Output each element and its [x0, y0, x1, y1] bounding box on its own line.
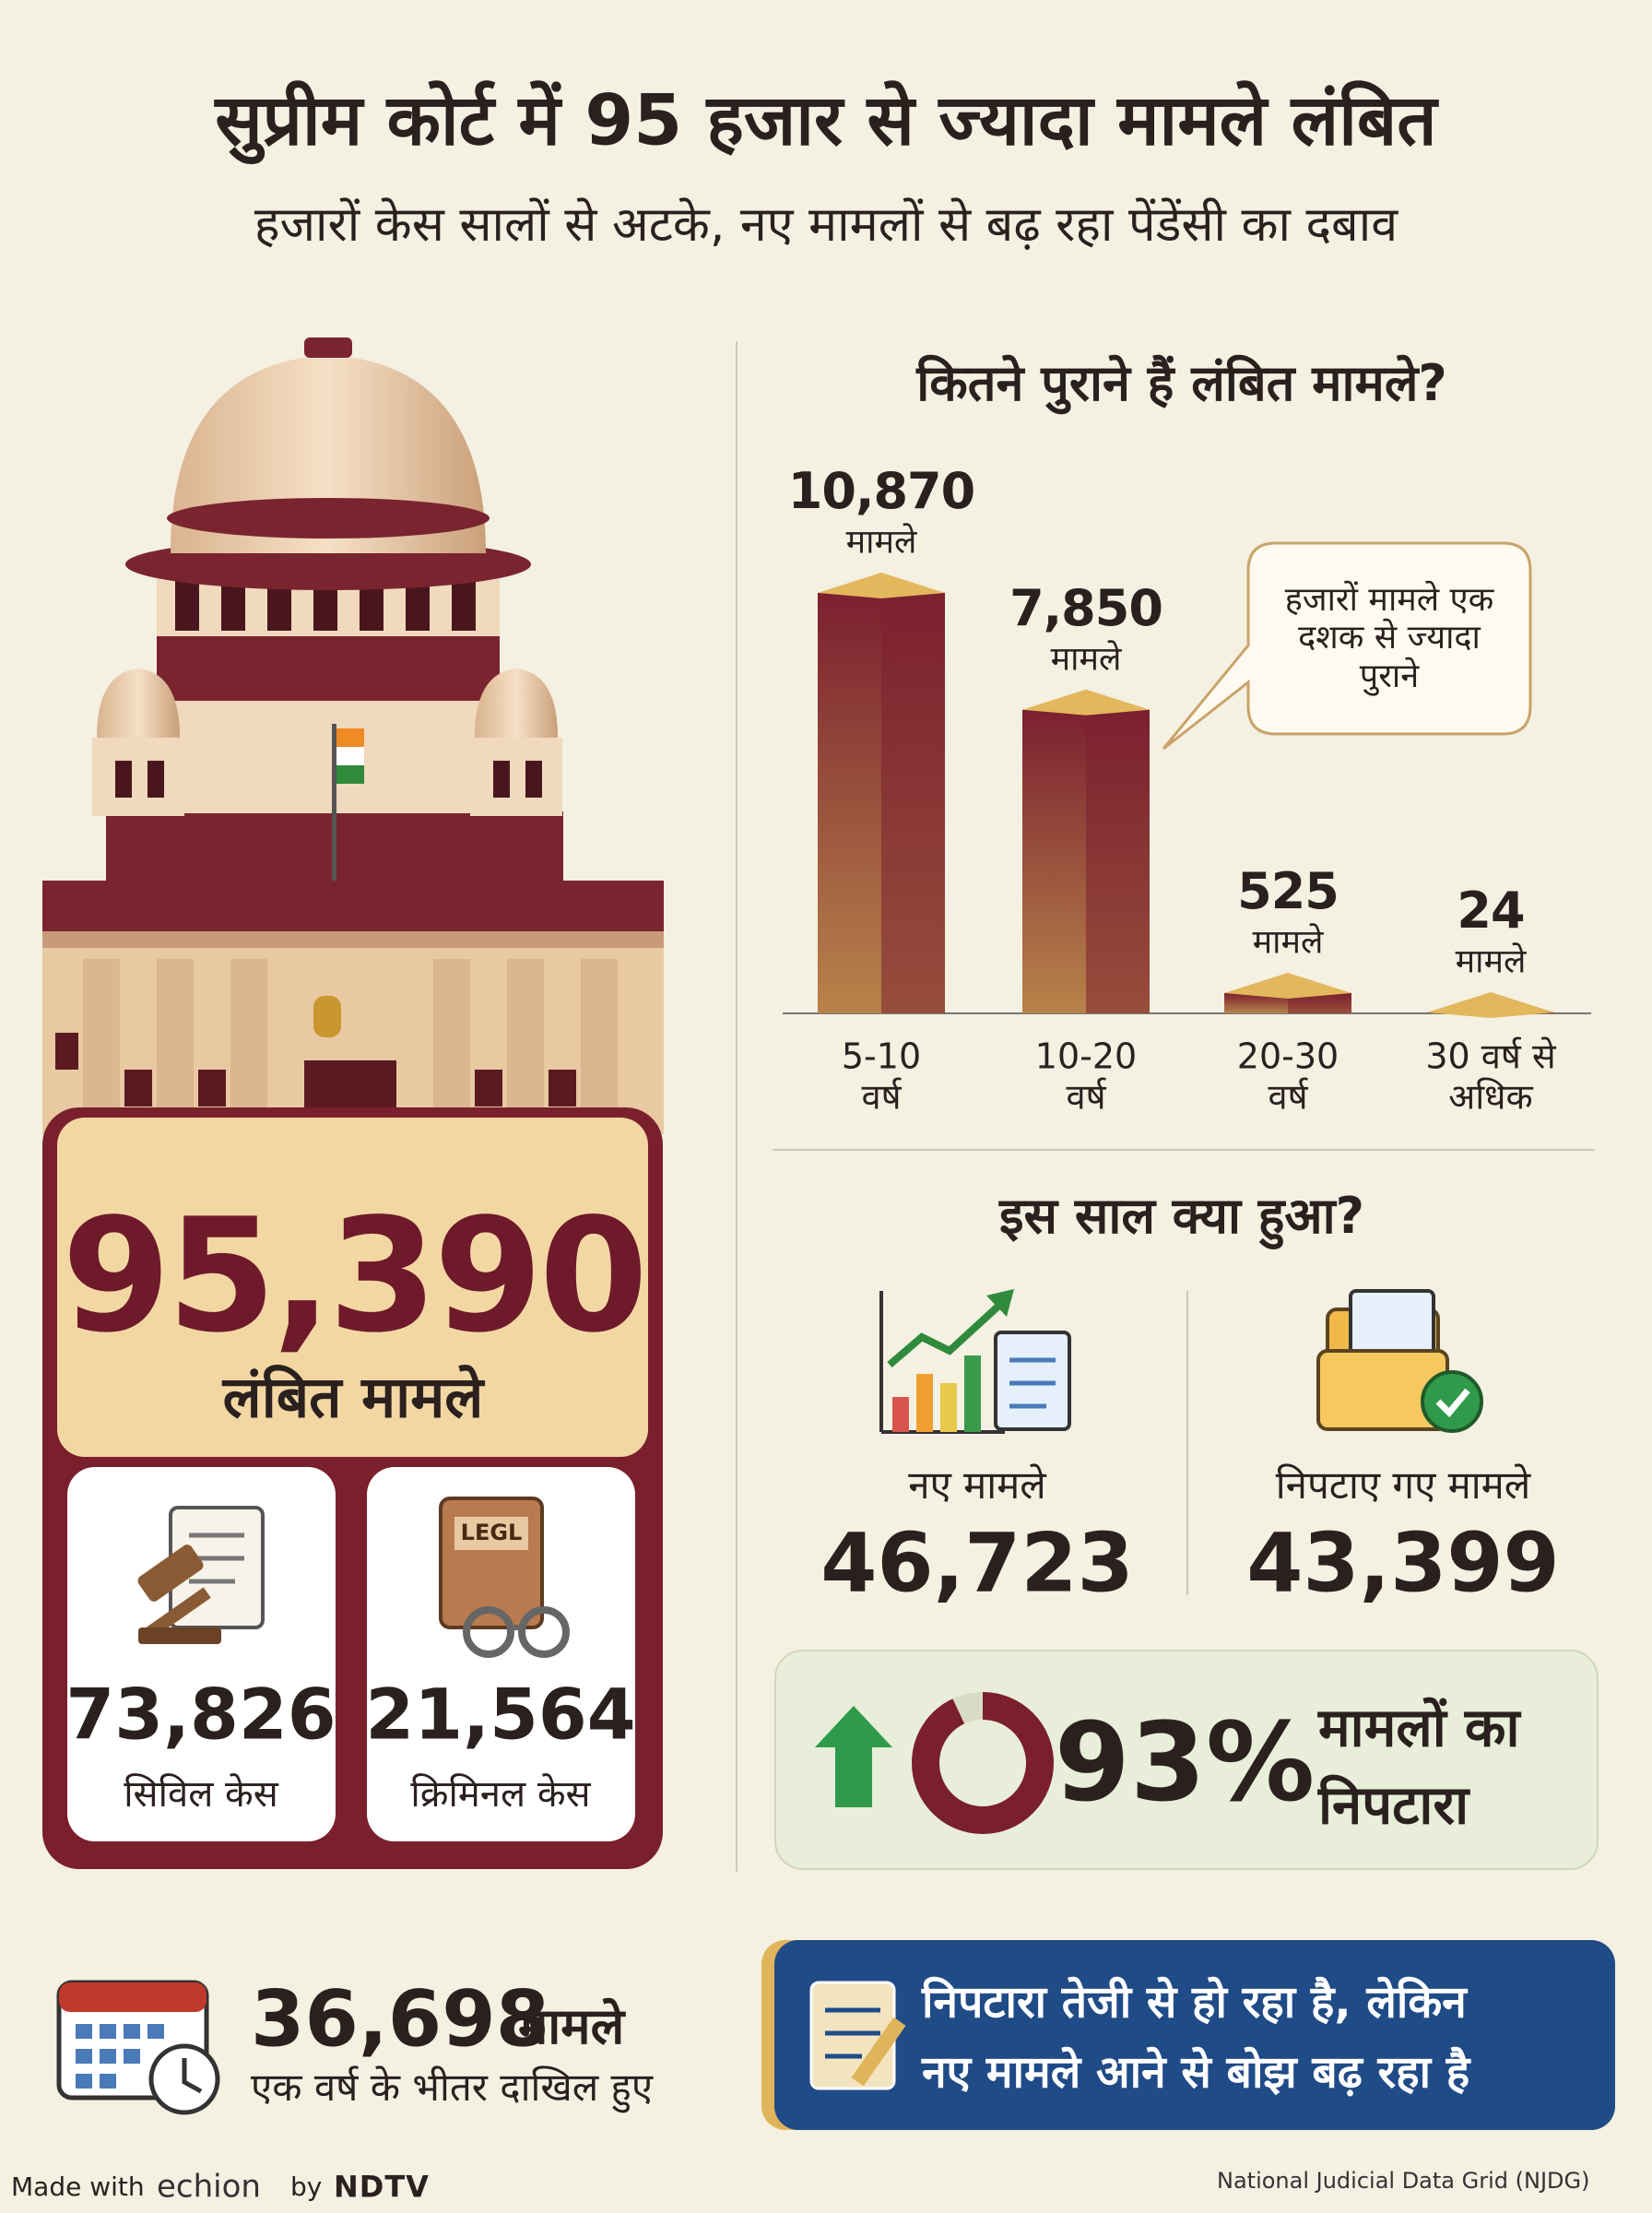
value-unit: मामले — [845, 523, 917, 562]
footer-partner: NDTV — [334, 2169, 430, 2205]
bar-top — [1427, 991, 1554, 1018]
filed-label: एक वर्ष के भीतर दाखिल हुए — [251, 2064, 654, 2110]
court-building — [42, 337, 664, 1134]
disposal-rate: 93% — [1054, 1698, 1316, 1827]
bar-shade — [1086, 709, 1150, 1013]
growth-icon — [879, 1289, 1071, 1434]
filed-unit: मामले — [518, 1996, 625, 2055]
title: सुप्रीम कोर्ट में 95 हजार से ज्यादा मामल… — [215, 78, 1437, 161]
footer-made-with: Made with — [11, 2171, 145, 2202]
civil-card — [67, 1467, 336, 1841]
bar-shade — [881, 593, 945, 1013]
folder-icon — [1316, 1289, 1483, 1433]
criminal-label: क्रिमिनल केस — [410, 1773, 591, 1816]
hero-panel — [57, 1118, 648, 1457]
value-label: 7,850 — [1009, 578, 1163, 637]
value-label: 24 — [1457, 881, 1525, 940]
x-tick-label: 20-30 वर्ष — [1236, 1035, 1339, 1117]
bar-top — [1022, 689, 1150, 716]
value-label: 10,870 — [787, 461, 975, 520]
civil-value: 73,826 — [65, 1673, 336, 1756]
calendar-icon — [56, 1980, 220, 2115]
disposal-text: मामलों का — [1318, 1696, 1520, 1759]
chart-title: कितने पुराने हैं लंबित मामले? — [916, 353, 1447, 412]
value-unit: मामले — [1050, 639, 1122, 678]
criminal-icon — [439, 1497, 570, 1658]
note-icon — [809, 1981, 906, 2090]
bar-shade — [1288, 992, 1351, 1013]
footer-by: by — [290, 2171, 323, 2202]
speech-bubble — [1162, 541, 1532, 751]
footer-brand: echion — [157, 2168, 261, 2206]
new-value: 46,723 — [820, 1515, 1134, 1611]
donut-arc — [912, 1692, 1054, 1834]
note-line: नए मामले आने से बोझ बढ़ रहा है — [922, 2046, 1470, 2099]
up-arrow — [815, 1706, 892, 1807]
note-line: निपटारा तेजी से हो रहा है, लेकिन — [922, 1976, 1467, 2029]
subtitle: हजारों केस सालों से अटके, नए मामलों से ब… — [254, 197, 1398, 254]
disposal-text: निपटारा — [1318, 1773, 1469, 1837]
filed-value: 36,698 — [251, 1973, 550, 2065]
disposed-label: निपटाए गए मामले — [1275, 1462, 1531, 1508]
criminal-value: 21,564 — [365, 1673, 636, 1756]
bar-top — [1224, 972, 1351, 999]
total-label: लंबित मामले — [222, 1363, 484, 1431]
x-tick-label: 30 वर्ष से अधिक — [1425, 1035, 1556, 1117]
bar-top — [818, 573, 945, 598]
disposed-value: 43,399 — [1246, 1515, 1560, 1611]
value-unit: मामले — [1455, 942, 1527, 981]
footer-source: National Judicial Data Grid (NJDG) — [1217, 2168, 1590, 2195]
x-tick-label: 10-20 वर्ष — [1034, 1035, 1138, 1117]
note-box — [774, 1940, 1615, 2130]
x-tick-label: 5-10 वर्ष — [841, 1035, 922, 1117]
civil-icon — [137, 1506, 265, 1644]
total-pending: 95,390 — [61, 1185, 648, 1368]
value-label: 525 — [1237, 861, 1339, 920]
value-unit: मामले — [1252, 923, 1324, 962]
annotation: हजारों मामले एक दशक से ज्यादा पुराने — [1284, 580, 1494, 695]
section-title: इस साल क्या हुआ? — [999, 1186, 1364, 1245]
civil-label: सिविल केस — [124, 1773, 278, 1816]
new-label: नए मामले — [908, 1462, 1046, 1508]
book-label: LEGL — [460, 1520, 523, 1546]
